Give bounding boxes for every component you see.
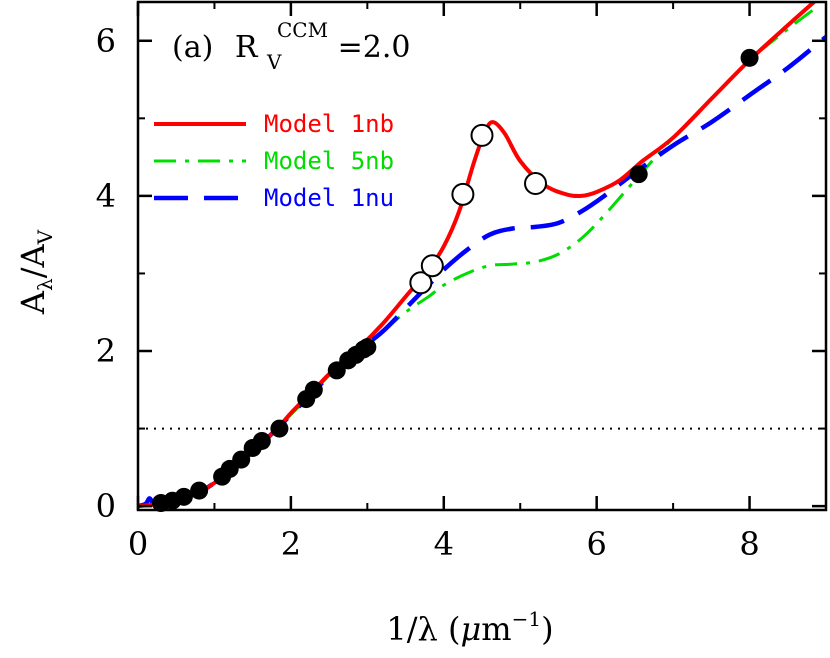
- y-axis-label: Aλ/AV: [14, 229, 57, 315]
- open-data-point: [524, 171, 548, 195]
- legend-label-model-1nb: Model 1nb: [264, 110, 394, 138]
- legend-label-model-5nb: Model 5nb: [264, 147, 394, 175]
- legend: Model 1nb Model 5nb Model 1nu: [154, 110, 394, 212]
- y-tick-label: 0: [96, 487, 116, 525]
- annotation-symbol: R: [235, 30, 259, 65]
- plot-frame: [136, 0, 828, 512]
- annotation-value: =2.0: [338, 30, 411, 65]
- filled-data-point: [232, 450, 251, 469]
- x-label-mu: μ: [460, 610, 481, 648]
- series-line-model-5nb: [138, 4, 820, 508]
- data-points-layer: [151, 48, 759, 513]
- annotation-sub: V: [266, 50, 282, 74]
- filled-data-point: [174, 487, 193, 506]
- filled-data-point: [304, 380, 323, 399]
- x-tick-label: 2: [281, 525, 301, 563]
- x-label-text: 1/λ (: [386, 610, 460, 648]
- filled-data-point: [270, 419, 289, 438]
- y-tick-label: 2: [96, 332, 116, 370]
- filled-data-point: [252, 431, 271, 450]
- y-label-slash: /: [14, 267, 52, 278]
- x-label-unit: m: [481, 610, 511, 648]
- filled-data-point: [740, 48, 759, 67]
- y-label-sub: λ: [33, 278, 57, 291]
- y-tick-label: 6: [96, 22, 116, 60]
- filled-data-point: [190, 481, 209, 500]
- open-data-point: [420, 254, 444, 278]
- series-line-model-1nu: [138, 35, 826, 509]
- x-label-close: ): [541, 610, 553, 648]
- x-tick-label: 6: [586, 525, 606, 563]
- series-layer: [138, 2, 826, 509]
- x-tick-label: 4: [434, 525, 454, 563]
- y-tick-label: 4: [96, 177, 116, 215]
- open-data-point: [409, 271, 433, 295]
- open-data-point: [470, 123, 494, 147]
- annotation-sup: CCM: [277, 18, 328, 42]
- ticks-layer: 0 2 4 6 8 0 2 4 6: [96, 2, 826, 563]
- open-data-point: [451, 182, 475, 206]
- filled-data-point: [358, 338, 377, 357]
- legend-label-model-1nu: Model 1nu: [264, 184, 394, 212]
- filled-data-point: [629, 165, 648, 184]
- y-label-sub2: V: [33, 229, 57, 245]
- panel-annotation: (a) R V CCM =2.0: [172, 10, 410, 77]
- y-label-main2: A: [14, 243, 52, 268]
- panel-label: (a): [172, 30, 213, 65]
- x-axis-label: 1/λ (μm−1): [386, 607, 553, 648]
- series-line-model-1nb: [138, 2, 817, 509]
- x-tick-label: 8: [739, 525, 759, 563]
- y-label-main: A: [14, 290, 52, 315]
- x-label-sup: −1: [512, 607, 541, 631]
- x-tick-label: 0: [128, 525, 148, 563]
